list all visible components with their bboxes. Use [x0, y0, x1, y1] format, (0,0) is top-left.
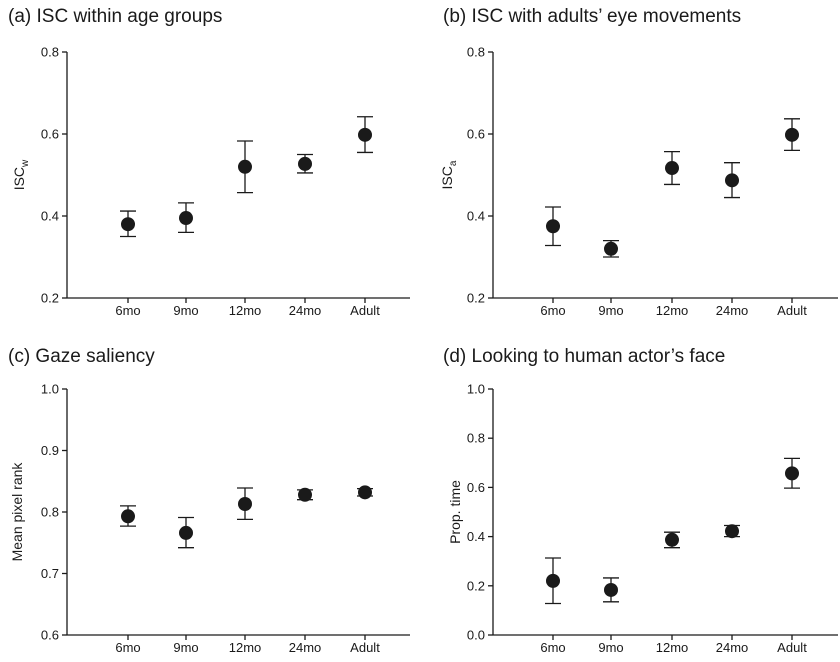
y-tick-label: 0.9	[41, 443, 59, 458]
y-tick-label: 0.8	[467, 45, 485, 60]
x-tick-label: Adult	[777, 303, 807, 318]
x-tick-label: Adult	[777, 640, 807, 655]
x-tick-label: 9mo	[598, 303, 623, 318]
panel-title: (a) ISC within age groups	[8, 6, 222, 27]
x-tick-label: 6mo	[115, 640, 140, 655]
x-tick-label: 12mo	[229, 640, 262, 655]
x-tick-label: 6mo	[540, 303, 565, 318]
x-tick-label: 24mo	[716, 303, 749, 318]
x-tick-label: 24mo	[289, 640, 322, 655]
y-tick-label: 0.8	[467, 431, 485, 446]
panel-b: (b) ISC with adults’ eye movements 0.2 0.4…	[439, 6, 838, 318]
x-tick-label: 9mo	[598, 640, 623, 655]
y-tick-label: 0.8	[41, 45, 59, 60]
y-tick-label: 0.7	[41, 566, 59, 581]
data-point	[358, 485, 372, 500]
panel-d: (d) Looking to human actor’s face 0.0 0.2 0…	[443, 346, 838, 655]
y-tick-label: 1.0	[467, 382, 485, 397]
x-tick-label: 12mo	[656, 303, 689, 318]
x-tick-label: Adult	[350, 303, 380, 318]
y-tick-label: 0.0	[467, 628, 485, 643]
data-point	[121, 217, 135, 232]
data-point	[665, 161, 679, 176]
x-tick-label: 24mo	[289, 303, 322, 318]
y-axis-label: ISCa	[439, 160, 459, 189]
data-point	[238, 159, 252, 174]
data-point	[179, 525, 193, 540]
y-tick-label: 0.2	[467, 291, 485, 306]
x-tick-label: 9mo	[173, 303, 198, 318]
y-axis-label: ISCw	[11, 159, 31, 190]
x-tick-label: 6mo	[540, 640, 565, 655]
y-tick-label: 0.6	[41, 127, 59, 142]
x-tick-label: 24mo	[716, 640, 749, 655]
y-tick-label: 0.6	[467, 480, 485, 495]
y-tick-label: 1.0	[41, 382, 59, 397]
x-tick-label: 12mo	[229, 303, 262, 318]
data-point	[121, 509, 135, 524]
panel-title: (b) ISC with adults’ eye movements	[443, 6, 741, 27]
data-point	[546, 573, 560, 588]
x-tick-label: 6mo	[115, 303, 140, 318]
panel-a: (a) ISC within age groups 0.2 0.4 0.6 0.8 ISC…	[8, 6, 410, 318]
data-point	[298, 156, 312, 171]
panel-title: (d) Looking to human actor’s face	[443, 346, 725, 367]
data-point	[785, 127, 799, 142]
y-axis-label: Prop. time	[447, 480, 463, 544]
y-tick-label: 0.6	[467, 127, 485, 142]
y-tick-label: 0.2	[41, 291, 59, 306]
data-point	[358, 127, 372, 142]
data-point	[179, 211, 193, 226]
panel-title: (c) Gaze saliency	[8, 346, 155, 367]
y-tick-label: 0.8	[41, 505, 59, 520]
y-tick-label: 0.4	[467, 209, 485, 224]
data-point	[665, 532, 679, 547]
y-tick-label: 0.4	[467, 529, 485, 544]
panel-c: (c) Gaze saliency 0.6 0.7 0.8 0.9 1.0 Mean pix…	[8, 346, 410, 655]
y-tick-label: 0.6	[41, 628, 59, 643]
y-tick-label: 0.4	[41, 209, 59, 224]
data-point	[604, 582, 618, 597]
data-point	[785, 466, 799, 481]
y-tick-label: 0.2	[467, 578, 485, 593]
data-point	[725, 524, 739, 539]
x-tick-label: 12mo	[656, 640, 689, 655]
x-tick-label: Adult	[350, 640, 380, 655]
data-point	[298, 487, 312, 502]
x-tick-label: 9mo	[173, 640, 198, 655]
y-axis-label: Mean pixel rank	[9, 462, 25, 562]
data-point	[604, 241, 618, 256]
data-point	[725, 173, 739, 188]
data-point	[546, 219, 560, 234]
data-point	[238, 497, 252, 512]
